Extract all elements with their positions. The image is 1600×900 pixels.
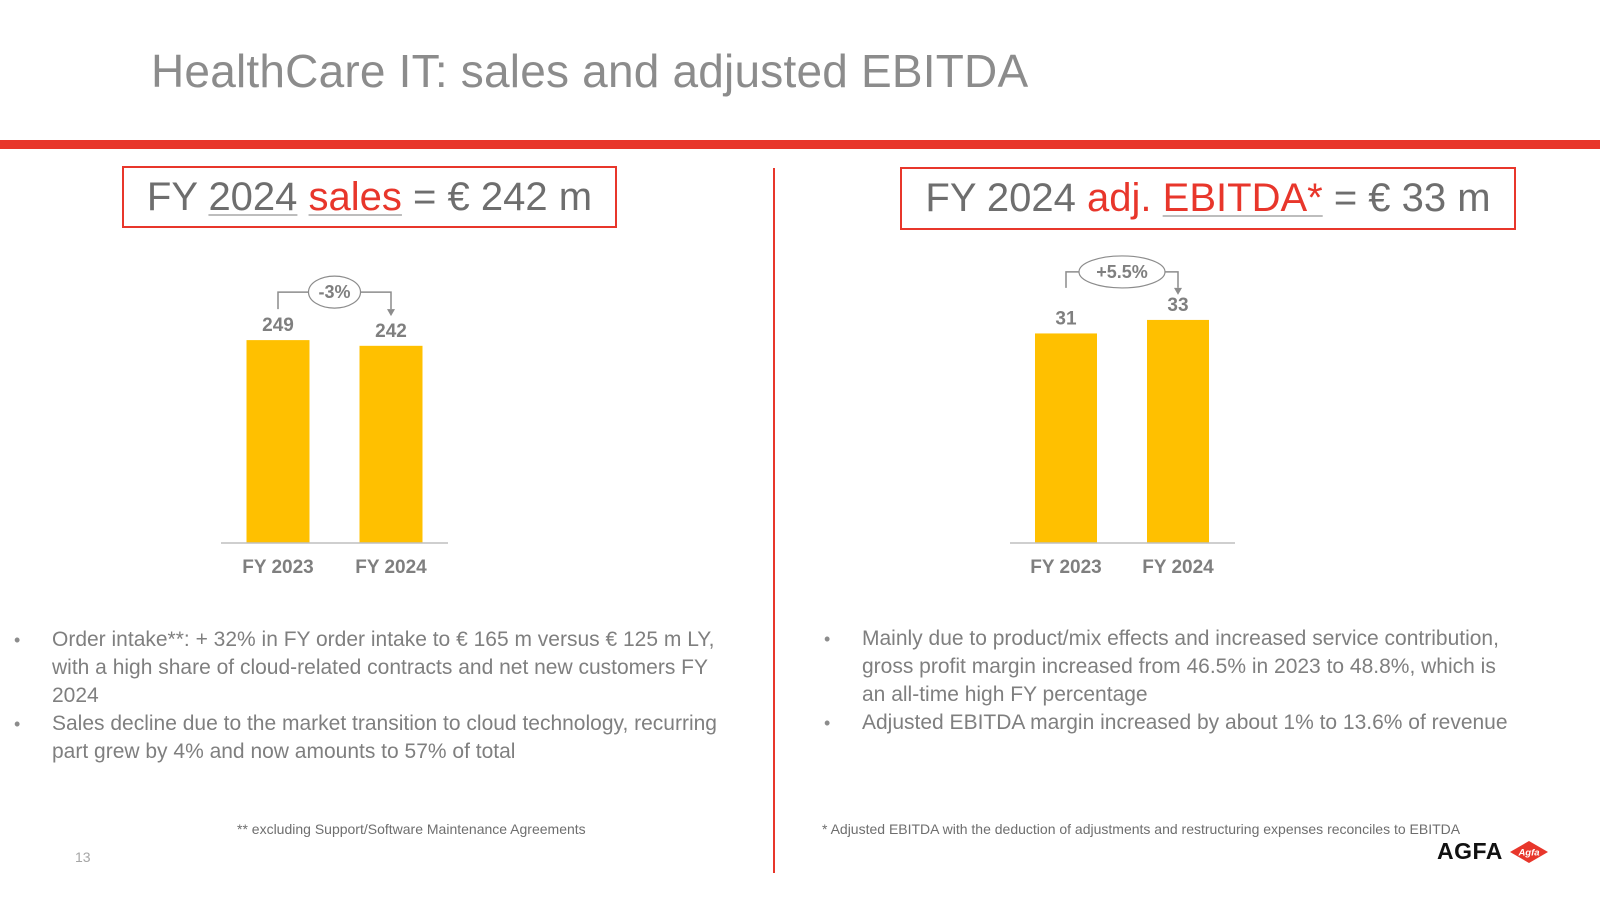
logo-diamond-icon: Agfa: [1509, 840, 1548, 863]
sales-headline-prefix: FY: [146, 175, 209, 219]
ebitda-data-label: 33: [1167, 295, 1188, 316]
sales-data-label: 249: [262, 315, 294, 336]
ebitda-bar: [1035, 333, 1097, 543]
sales-change-label: -3%: [318, 282, 350, 302]
sales-bullet-list: Order intake**: + 32% in FY order intake…: [14, 626, 749, 766]
agfa-logo: AGFA Agfa: [1437, 838, 1549, 865]
sales-bullet-item: Order intake**: + 32% in FY order intake…: [14, 626, 749, 710]
sales-change-bubble: [307, 275, 362, 309]
ebitda-bar: [1147, 319, 1209, 543]
ebitda-headline-value: = € 33 m: [1322, 176, 1491, 220]
ebitda-footnote: * Adjusted EBITDA with the deduction of …: [822, 821, 1461, 837]
sales-bar: [359, 345, 423, 543]
sales-headline-year: 2024: [208, 175, 298, 219]
ebitda-bullet-item: Mainly due to product/mix effects and in…: [824, 625, 1509, 709]
logo-wordmark: AGFA: [1437, 838, 1503, 864]
column-divider: [773, 168, 775, 873]
ebitda-headline-keyword-adj: adj.: [1087, 176, 1152, 220]
sales-x-tick-label: FY 2023: [242, 557, 313, 578]
ebitda-bullet-list: Mainly due to product/mix effects and in…: [824, 625, 1509, 737]
sales-bullet-item: Sales decline due to the market transiti…: [14, 710, 749, 766]
sales-change-arrow-icon: [387, 309, 395, 317]
sales-bar: [246, 340, 310, 543]
ebitda-data-label: 31: [1055, 308, 1077, 329]
ebitda-bullet-item: Adjusted EBITDA margin increased by abou…: [824, 709, 1509, 737]
sales-footnote: ** excluding Support/Software Maintenanc…: [237, 821, 586, 837]
ebitda-change-arrow-icon: [1174, 287, 1182, 295]
sales-data-label: 242: [375, 321, 407, 342]
ebitda-change-bubble: [1078, 255, 1166, 289]
page-title: HealthCare IT: sales and adjusted EBITDA: [151, 45, 1029, 97]
ebitda-headline: FY 2024 adj. EBITDA* = € 33 m: [900, 167, 1516, 230]
ebitda-headline-prefix: FY 2024: [925, 176, 1088, 220]
sales-x-tick-label: FY 2024: [355, 557, 427, 578]
ebitda-x-tick-label: FY 2023: [1030, 557, 1101, 578]
ebitda-headline-keyword-ebitda: EBITDA*: [1162, 176, 1323, 220]
logo-badge-text: Agfa: [1517, 847, 1539, 858]
header-accent-bar: [0, 140, 1600, 149]
page-number: 13: [75, 849, 91, 865]
sales-headline-keyword: sales: [308, 175, 402, 219]
sales-headline-value: = € 242 m: [401, 175, 593, 219]
ebitda-change-label: +5.5%: [1096, 262, 1148, 282]
ebitda-x-tick-label: FY 2024: [1142, 557, 1214, 578]
sales-headline: FY 2024 sales = € 242 m: [122, 166, 617, 228]
